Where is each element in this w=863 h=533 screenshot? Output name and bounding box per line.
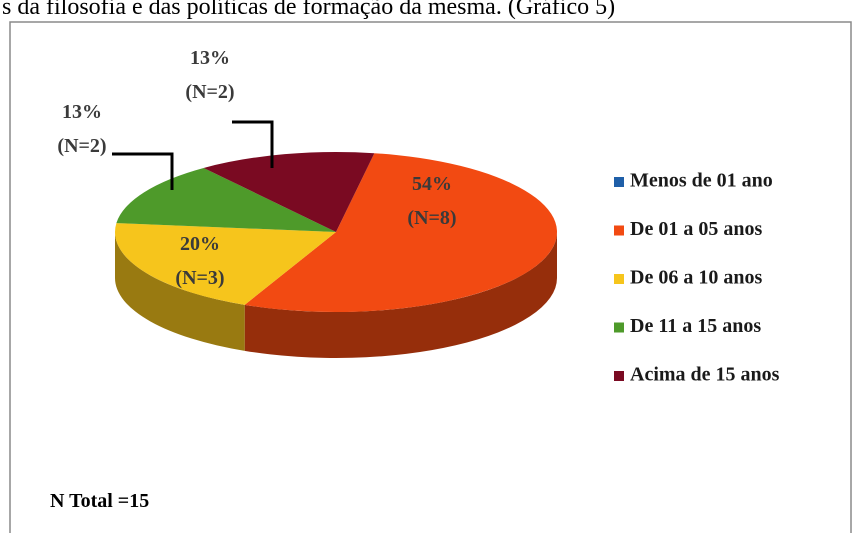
slice-side — [244, 232, 557, 359]
legend-swatch — [614, 371, 624, 381]
data-label: 13% — [62, 101, 102, 123]
legend-swatch — [614, 177, 624, 187]
data-label-n: (N=2) — [57, 135, 106, 157]
data-label-n: (N=3) — [175, 267, 224, 289]
caption: s da filosofia e das políticas de formaç… — [2, 0, 615, 20]
legend-swatch — [614, 322, 624, 333]
chart-frame — [9, 21, 852, 533]
data-label: 20% — [180, 233, 220, 255]
data-label: 13% — [190, 47, 230, 69]
legend-label: Acima de 15 anos — [630, 364, 780, 386]
legend-label: De 01 a 05 anos — [630, 218, 762, 240]
leader-line — [112, 152, 174, 190]
legend-label: Menos de 01 ano — [630, 170, 773, 192]
leader-line — [232, 120, 274, 168]
data-label-n: (N=2) — [185, 81, 234, 103]
legend-swatch — [614, 225, 624, 236]
data-label-n: (N=8) — [407, 207, 456, 229]
slice — [244, 153, 557, 312]
legend-label: De 11 a 15 anos — [630, 315, 761, 337]
note: N Total =15 — [50, 490, 149, 512]
slice-side — [115, 232, 245, 351]
legend-swatch — [614, 274, 624, 284]
slice — [203, 152, 375, 232]
slice — [115, 223, 337, 305]
legend-label: De 06 a 10 anos — [630, 267, 762, 289]
data-label: 54% — [412, 173, 452, 195]
